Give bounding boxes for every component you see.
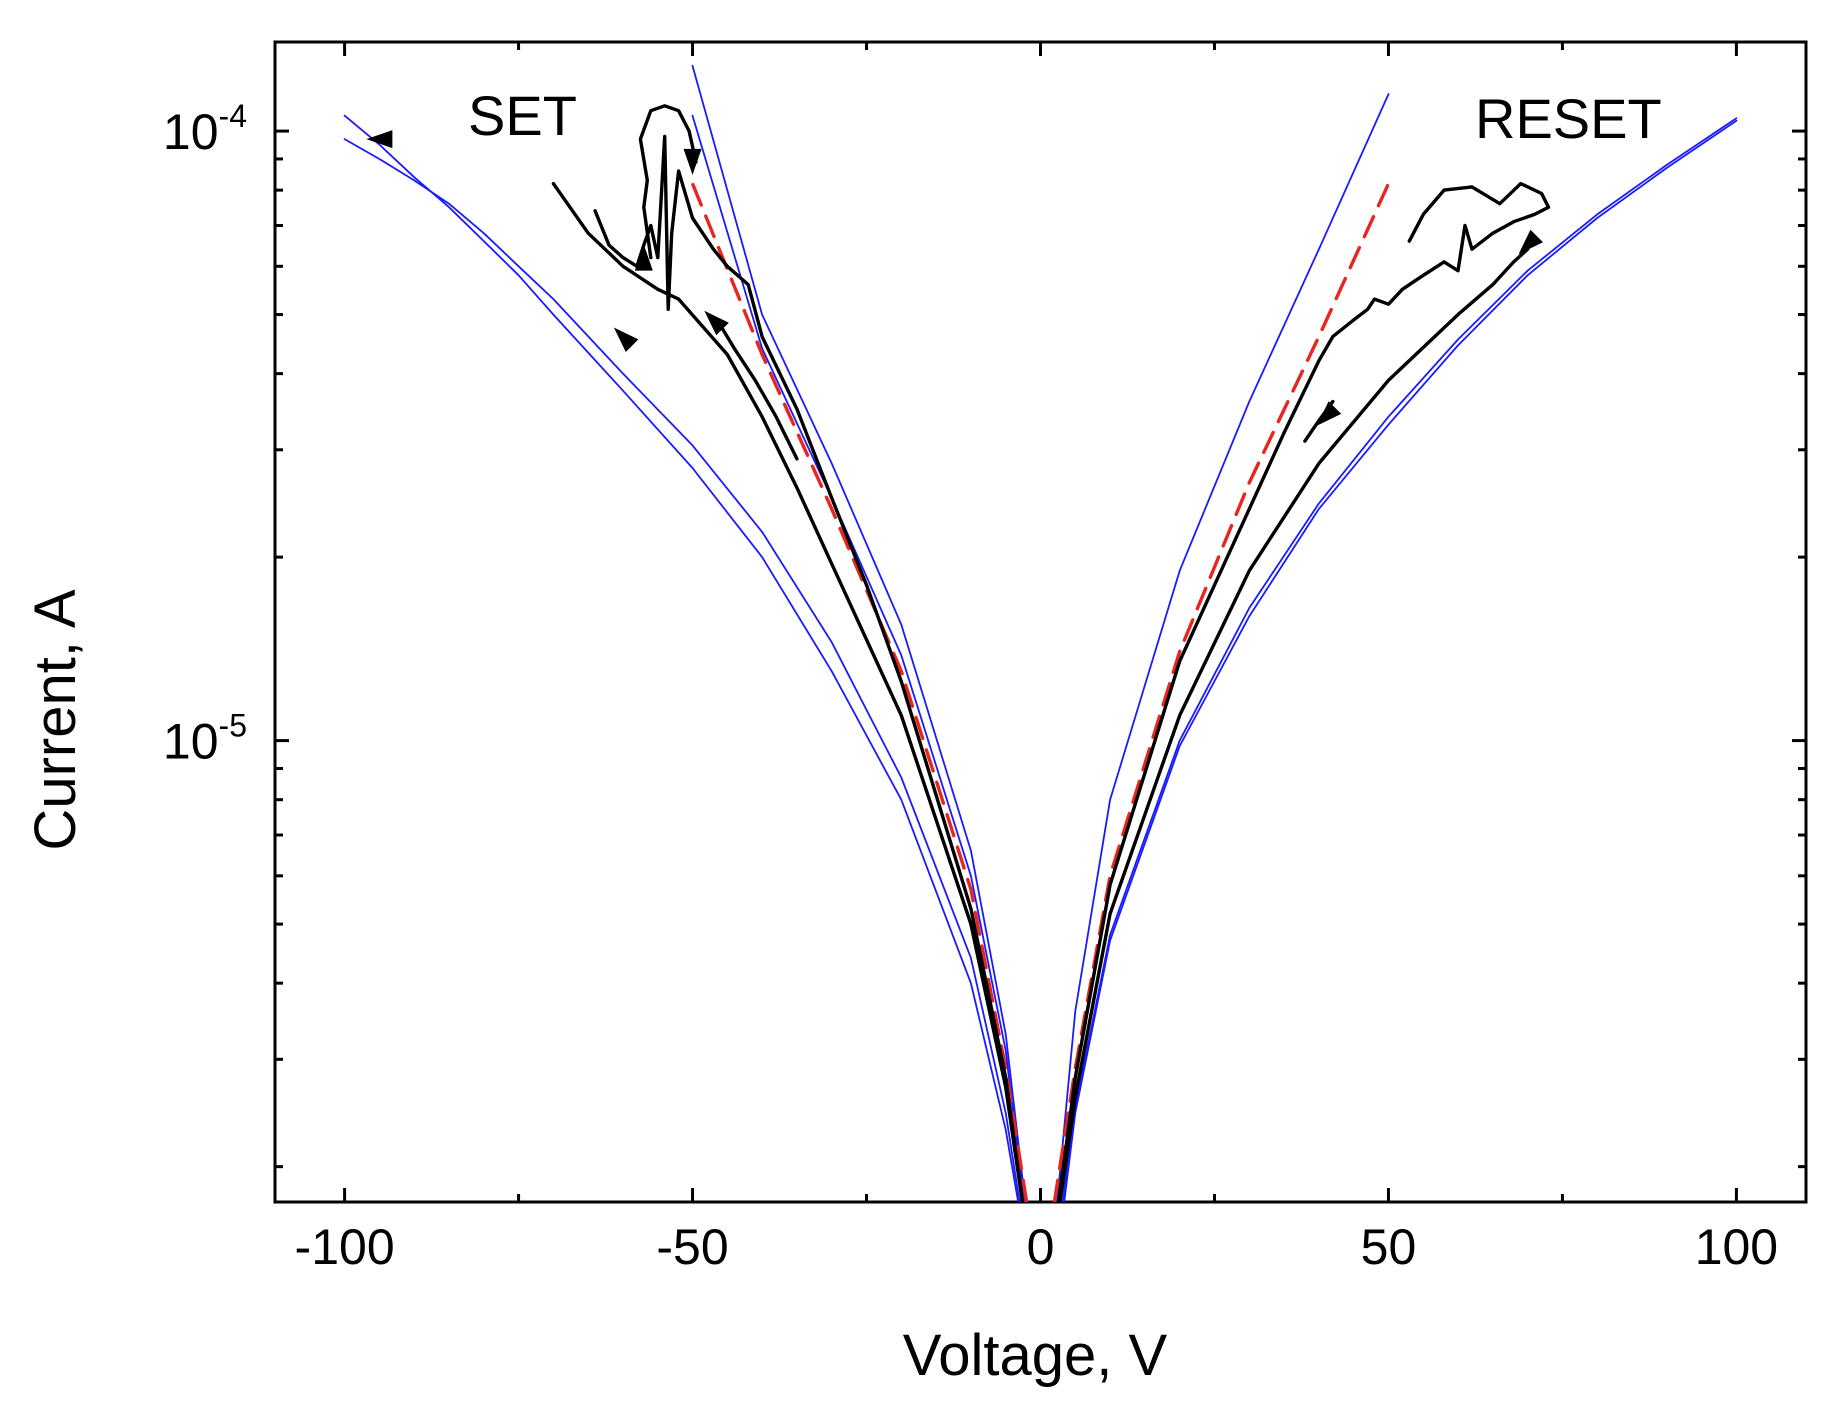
direction-arrow-6 bbox=[1316, 401, 1342, 426]
x-tick-label: 0 bbox=[1027, 1219, 1055, 1275]
x-tick-label: 50 bbox=[1361, 1219, 1417, 1275]
y-tick-label: 10-5 bbox=[163, 708, 247, 770]
series-line-2 bbox=[691, 64, 1027, 1202]
series-line-1 bbox=[343, 138, 1021, 1202]
annotation-reset: RESET bbox=[1475, 87, 1662, 150]
series-line-9 bbox=[551, 181, 1025, 1202]
series-line-13 bbox=[1058, 247, 1530, 1202]
x-axis-title: Voltage, V bbox=[903, 1323, 1168, 1388]
direction-arrow-5 bbox=[1518, 229, 1544, 255]
series-line-4 bbox=[1056, 93, 1390, 1202]
series-line-6 bbox=[1063, 119, 1738, 1202]
series-line-14 bbox=[1056, 181, 1551, 1202]
direction-arrow-4 bbox=[366, 130, 393, 149]
plot-frame bbox=[273, 40, 1808, 1204]
x-tick-label: -50 bbox=[656, 1219, 728, 1275]
series-line-3 bbox=[691, 114, 1025, 1202]
y-axis-title: Current, A bbox=[23, 589, 88, 850]
arrows-group bbox=[366, 130, 1544, 426]
series-line-5 bbox=[1061, 117, 1738, 1202]
series-line-12 bbox=[718, 323, 799, 461]
series-line-7 bbox=[690, 181, 1029, 1202]
series-group bbox=[343, 64, 1738, 1202]
direction-arrow-1 bbox=[704, 310, 729, 336]
y-axis: 10-510-4 bbox=[163, 98, 1806, 1169]
y-tick-exponent: -5 bbox=[219, 708, 247, 744]
x-tick-label: -100 bbox=[295, 1219, 395, 1275]
y-tick-base: 10 bbox=[163, 104, 219, 160]
series-line-11 bbox=[638, 104, 698, 260]
direction-arrow-3 bbox=[683, 148, 702, 175]
direction-arrow-0 bbox=[634, 244, 653, 271]
x-axis: -100 -50 0 50 100 bbox=[295, 42, 1778, 1275]
x-tick-label: 100 bbox=[1695, 1219, 1778, 1275]
y-tick-label: 10-4 bbox=[163, 98, 247, 160]
direction-arrow-2 bbox=[613, 327, 639, 353]
y-tick-exponent: -4 bbox=[219, 98, 247, 134]
annotation-set: SET bbox=[468, 84, 577, 147]
plot-area bbox=[273, 40, 1808, 1204]
y-tick-base: 10 bbox=[163, 714, 219, 770]
